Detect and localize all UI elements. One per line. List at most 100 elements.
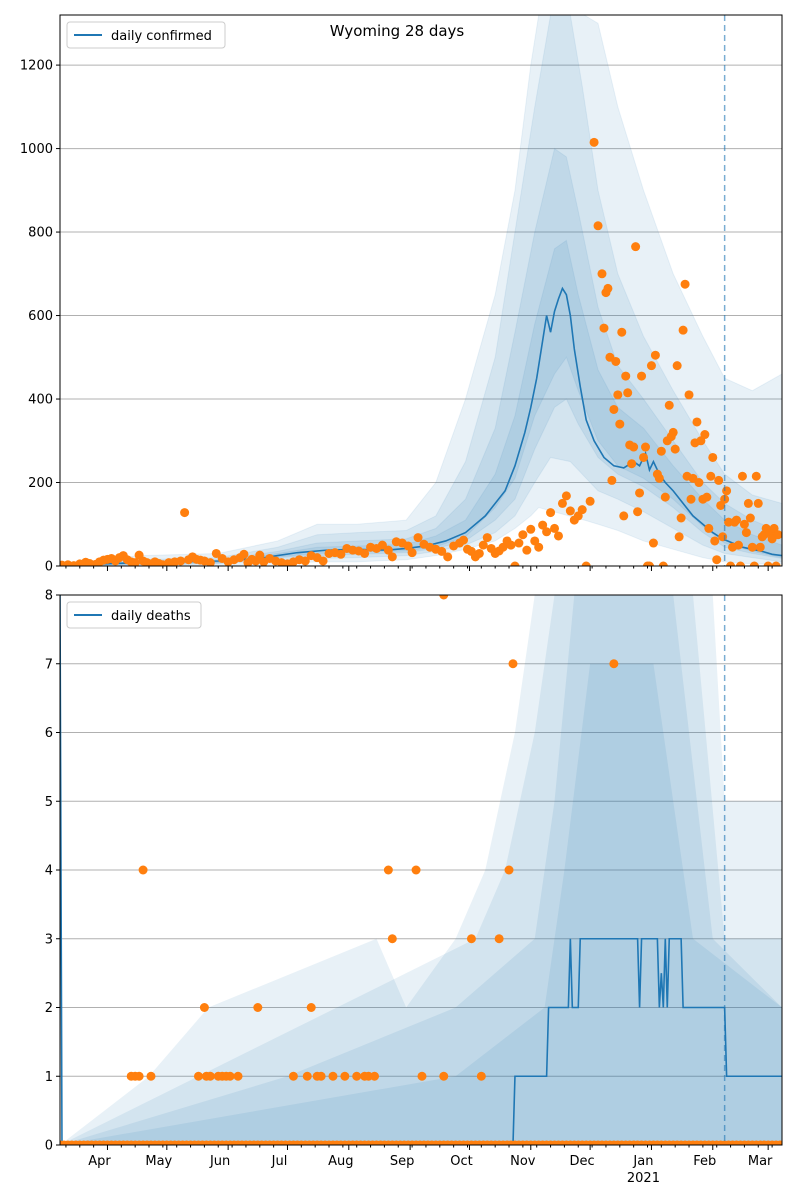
observed-point bbox=[714, 475, 724, 485]
observed-point bbox=[739, 519, 749, 529]
observed-point bbox=[658, 561, 668, 566]
observed-point bbox=[316, 1071, 326, 1081]
x-tick-label: Mar bbox=[748, 1154, 773, 1169]
observed-point bbox=[617, 327, 627, 337]
observed-point bbox=[751, 471, 761, 481]
observed-point bbox=[407, 548, 417, 558]
observed-point bbox=[553, 531, 563, 541]
observed-point bbox=[646, 361, 656, 371]
observed-point bbox=[733, 540, 743, 550]
observed-point bbox=[526, 524, 536, 534]
observed-point bbox=[518, 530, 528, 540]
observed-point bbox=[506, 540, 516, 550]
observed-point bbox=[749, 561, 759, 566]
observed-point bbox=[722, 486, 732, 496]
observed-point bbox=[672, 361, 682, 371]
y-tick-label: 8 bbox=[45, 589, 53, 604]
observed-point bbox=[176, 556, 186, 566]
observed-point bbox=[743, 498, 753, 508]
observed-point bbox=[670, 444, 680, 454]
observed-point bbox=[639, 452, 649, 462]
x-tick-label: Jul bbox=[271, 1154, 288, 1169]
x-tick-label: May bbox=[145, 1154, 172, 1169]
observed-point bbox=[706, 471, 716, 481]
observed-point bbox=[619, 511, 629, 521]
observed-point bbox=[459, 535, 469, 545]
x-tick-label: Feb bbox=[693, 1154, 716, 1169]
observed-point bbox=[387, 934, 397, 944]
observed-point bbox=[383, 865, 393, 875]
observed-point bbox=[613, 390, 623, 400]
deaths-panel: 0 1 2 3 4 5 6 7 8 Apr May Jun Jul Aug Sep Oct Nov Dec Jan F… bbox=[45, 589, 783, 1186]
observed-point bbox=[593, 221, 603, 231]
observed-point bbox=[708, 452, 718, 462]
observed-point bbox=[466, 934, 476, 944]
observed-point bbox=[755, 542, 765, 552]
observed-point bbox=[561, 491, 571, 501]
observed-point bbox=[370, 1071, 380, 1081]
x-tick-label: Apr bbox=[88, 1154, 111, 1169]
observed-point bbox=[641, 442, 651, 452]
y-tick-label: 5 bbox=[45, 795, 53, 810]
observed-point bbox=[557, 498, 567, 508]
model-line bbox=[60, 595, 782, 1145]
observed-point bbox=[134, 1071, 144, 1081]
observed-point bbox=[146, 1071, 156, 1081]
observed-point bbox=[336, 549, 346, 559]
observed-point bbox=[656, 446, 666, 456]
observed-point bbox=[668, 427, 678, 437]
y-tick-label: 400 bbox=[28, 393, 53, 408]
observed-point bbox=[585, 496, 595, 506]
observed-point bbox=[546, 508, 556, 518]
observed-point bbox=[437, 546, 447, 556]
observed-point bbox=[233, 1071, 243, 1081]
observed-point bbox=[482, 533, 492, 543]
observed-point bbox=[255, 550, 265, 560]
observed-point bbox=[494, 934, 504, 944]
y-tick-label: 1000 bbox=[20, 142, 53, 157]
observed-point bbox=[383, 545, 393, 555]
observed-point bbox=[629, 442, 639, 452]
observed-point bbox=[680, 279, 690, 289]
observed-point bbox=[650, 350, 660, 360]
observed-point bbox=[377, 540, 387, 550]
observed-point bbox=[403, 541, 413, 551]
observed-point bbox=[732, 515, 742, 525]
observed-point bbox=[306, 1003, 316, 1012]
observed-point bbox=[211, 548, 221, 558]
observed-point bbox=[180, 508, 190, 518]
observed-point bbox=[753, 498, 763, 508]
observed-point bbox=[476, 1071, 486, 1081]
confirmed-panel: 0 200 400 600 800 1000 1200 Wyoming 28 days dail… bbox=[20, 14, 783, 575]
uncertainty-band bbox=[60, 595, 782, 1145]
y-tick-label: 1 bbox=[45, 1070, 53, 1085]
observed-point bbox=[439, 1071, 449, 1081]
observed-point bbox=[581, 561, 591, 566]
uncertainty-band bbox=[60, 15, 782, 566]
y-tick-label: 3 bbox=[45, 932, 53, 947]
observed-point bbox=[741, 528, 751, 538]
observed-point bbox=[674, 532, 684, 542]
observed-point bbox=[684, 390, 694, 400]
y-tick-label: 200 bbox=[28, 476, 53, 491]
observed-point bbox=[300, 556, 310, 566]
observed-point bbox=[199, 1003, 209, 1012]
uncertainty-band bbox=[60, 595, 782, 1145]
observed-point bbox=[623, 388, 633, 398]
x-tick-label: Jan bbox=[632, 1154, 653, 1169]
observed-point bbox=[542, 527, 552, 537]
x-tick-label: Nov bbox=[510, 1154, 536, 1169]
observed-point bbox=[302, 1071, 312, 1081]
observed-point bbox=[603, 283, 613, 293]
observed-point bbox=[504, 865, 514, 875]
legend-label: daily deaths bbox=[111, 609, 191, 624]
observed-point bbox=[514, 538, 524, 548]
observed-point bbox=[599, 323, 609, 333]
observed-point bbox=[660, 492, 670, 502]
observed-point bbox=[589, 137, 599, 147]
observed-point bbox=[387, 552, 397, 562]
observed-point bbox=[510, 561, 520, 566]
plot-area bbox=[60, 15, 782, 566]
y-tick-label: 4 bbox=[45, 864, 53, 879]
